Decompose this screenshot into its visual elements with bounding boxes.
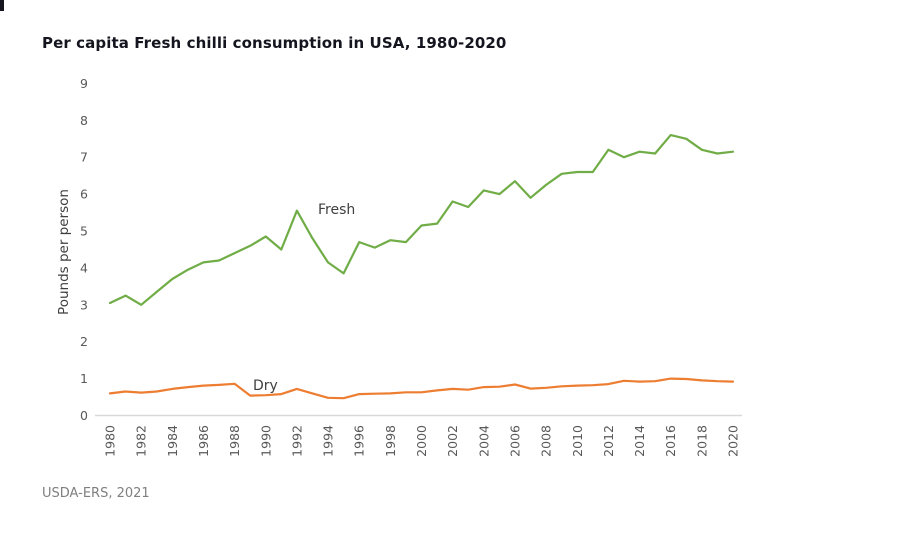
y-axis-tick-label: 4 [80,260,88,275]
source-citation: USDA-ERS, 2021 [42,486,150,501]
y-axis-tick-label: 2 [80,334,88,349]
x-axis-tick-label: 2006 [507,425,522,457]
x-axis-tick-label: 1982 [134,425,149,457]
x-axis-tick-label: 1984 [165,425,180,457]
x-axis-tick-label: 1986 [196,425,211,457]
screen-edge-artifact [0,0,4,11]
x-axis-tick-label: 2008 [539,425,554,457]
x-axis-tick-label: 2000 [414,425,429,457]
y-axis-tick-label: 3 [80,297,88,312]
y-axis-tick-label: 9 [80,76,88,91]
x-axis-tick-label: 2018 [694,425,709,457]
series-label-dry: Dry [253,378,278,394]
y-axis-tick-label: 0 [80,408,88,423]
x-axis-tick-label: 1996 [352,425,367,457]
y-axis-tick-label: 8 [80,113,88,128]
x-axis-tick-label: 1994 [321,425,336,457]
x-axis-tick-label: 2020 [726,425,741,457]
series-line-dry [108,377,735,400]
series-line-fresh [108,134,735,306]
x-axis-tick-label: 2002 [445,425,460,457]
x-axis-tick-label: 1988 [227,425,242,457]
series-label-fresh: Fresh [318,202,356,218]
x-axis-tick-label: 2012 [601,425,616,457]
x-axis-tick-label: 1980 [103,425,118,457]
x-axis-tick-label: 2016 [663,425,678,457]
y-axis-tick-label: 1 [80,371,88,386]
y-axis-tick-label: 6 [80,187,88,202]
y-axis-tick-label: 7 [80,150,88,165]
x-axis-tick-label: 2010 [570,425,585,457]
x-axis-tick-label: 1992 [289,425,304,457]
x-axis-tick-label: 2004 [476,425,491,457]
x-axis-tick-label: 1998 [383,425,398,457]
chart-title: Per capita Fresh chilli consumption in U… [42,34,507,52]
y-axis-tick-label: 5 [80,224,88,239]
x-axis-tick-label: 1990 [258,425,273,457]
x-axis-tick-label: 2014 [632,425,647,457]
